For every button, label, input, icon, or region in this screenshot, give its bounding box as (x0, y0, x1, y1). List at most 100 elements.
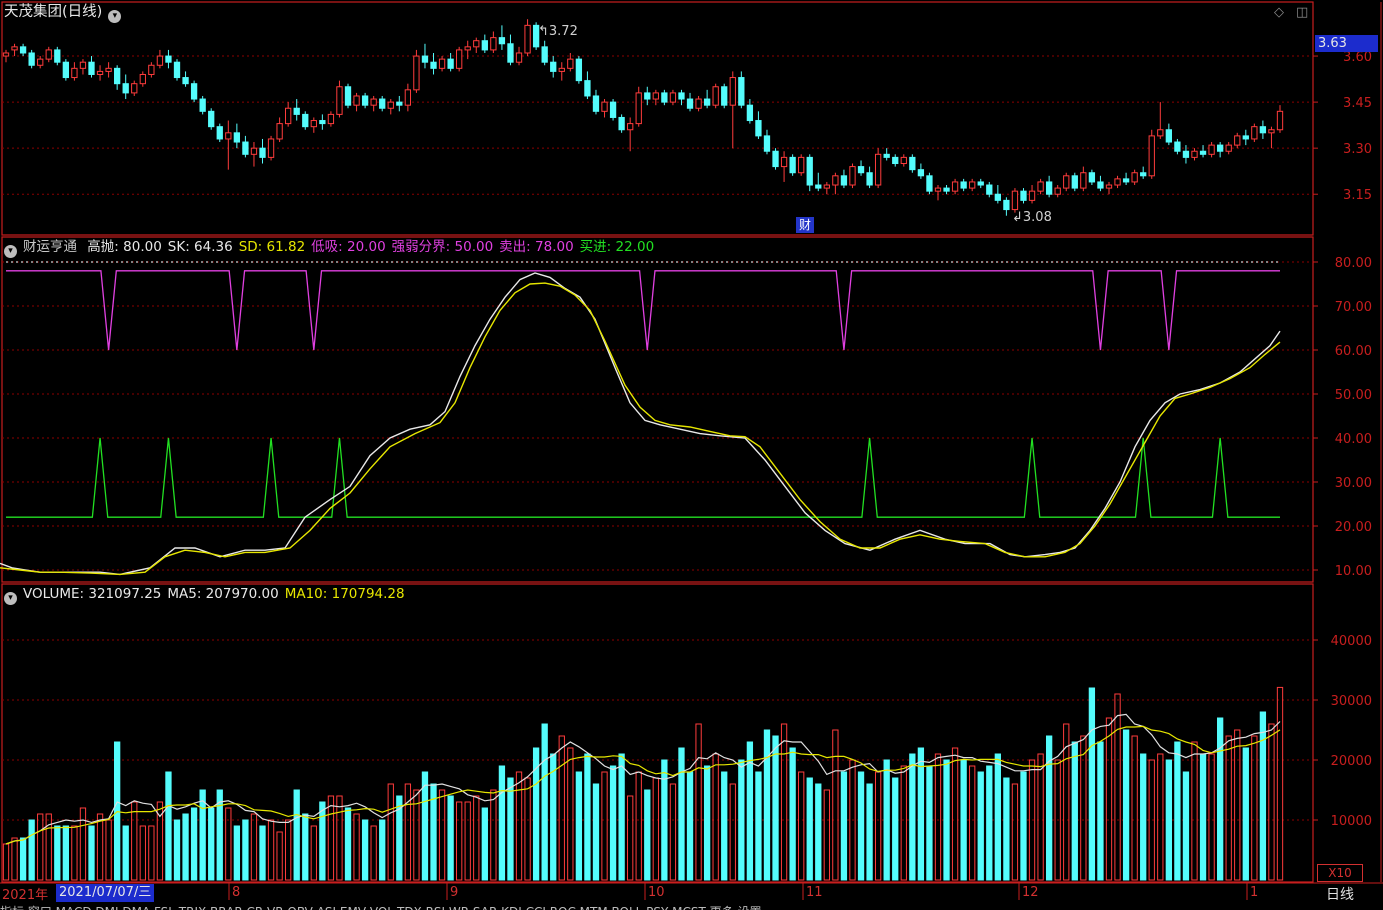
period-label[interactable]: 日线 (1326, 887, 1354, 903)
candle-body (1028, 190, 1036, 201)
candle-body (857, 166, 865, 174)
volume-bar (558, 735, 565, 881)
volume-bar (1140, 753, 1147, 881)
volume-bar (225, 807, 232, 881)
candle-body (798, 156, 805, 174)
panel-toggle-icon[interactable]: ◫ (1296, 5, 1309, 20)
volume-bar (507, 777, 514, 881)
volume-bar (823, 789, 830, 881)
candle-body (1191, 150, 1198, 158)
candle-body (370, 98, 377, 106)
candle-body (678, 92, 685, 100)
candle-body (780, 156, 788, 168)
volume-bar (550, 753, 557, 881)
volume-bar (430, 783, 437, 881)
indicator-tabs[interactable]: 指标 窗口 MACD DMI DMA FSL TRIX BRAR CR VR O… (0, 903, 1383, 910)
candle-body (1157, 129, 1164, 137)
candle-body (250, 147, 258, 155)
price-tick-label: 3.30 (1343, 142, 1372, 157)
series-sd (0, 282, 1281, 576)
volume-bar (524, 777, 531, 881)
candle-body (849, 166, 856, 186)
candle-body (652, 92, 659, 100)
volume-bar (122, 825, 129, 881)
volume-bar (438, 789, 446, 881)
high-annotation-value: 3.72 (548, 24, 578, 39)
volume-bar (293, 789, 300, 881)
diamond-icon[interactable]: ◇ (1274, 5, 1284, 20)
candle-body (96, 70, 104, 75)
volume-bar (276, 831, 283, 881)
volume-bar (2, 843, 10, 881)
header-value: MA10: 170794.28 (284, 586, 405, 602)
volume-bar (857, 771, 865, 881)
candle-body (216, 126, 223, 140)
volume-bar (1003, 777, 1010, 881)
candle-body (387, 101, 394, 109)
candle-body (575, 58, 583, 82)
candle-body (344, 86, 352, 106)
chevron-down-icon[interactable] (4, 592, 17, 605)
volume-bar (361, 819, 369, 881)
candle-body (926, 175, 933, 192)
header-value: SD: 61.82 (238, 239, 306, 255)
stock-title[interactable]: 天茂集团(日线) (4, 3, 127, 23)
candle-body (584, 80, 591, 97)
volume-bar (686, 771, 694, 881)
candle-body (379, 98, 386, 109)
chevron-down-icon[interactable] (108, 10, 122, 23)
volume-bar (763, 729, 771, 881)
price-tick-label: 3.45 (1343, 96, 1372, 111)
volume-bar (1020, 771, 1027, 881)
event-badge[interactable]: 财 (796, 217, 814, 233)
candle-body (302, 113, 309, 128)
candle-body (567, 58, 574, 69)
volume-bar (182, 813, 189, 881)
volume-bar (473, 795, 480, 881)
candle-body (763, 135, 771, 152)
candle-body (669, 92, 677, 103)
chevron-down-icon[interactable] (4, 245, 17, 258)
candle-body (994, 193, 1001, 201)
pane-border-0 (1, 1, 1314, 236)
candle-body (267, 138, 275, 158)
volume-bar (1080, 735, 1087, 881)
volume-bar (190, 807, 198, 881)
candle-body (447, 58, 454, 69)
volume-bar (1105, 717, 1113, 881)
volume-tick-label: 40000 (1331, 634, 1372, 649)
volume-bar (1216, 717, 1224, 881)
candle-body (1208, 144, 1215, 155)
candle-body (832, 175, 839, 186)
volume-bar (1088, 687, 1096, 881)
volume-bar (199, 789, 206, 881)
ma10-line (5, 725, 1281, 845)
volume-bar (883, 759, 890, 881)
candle-body (738, 77, 745, 106)
ma5-line (5, 713, 1281, 845)
candle-body (276, 123, 283, 140)
candle-body (79, 61, 87, 69)
header-value: 高抛: 80.00 (87, 239, 162, 255)
candle-body (986, 184, 993, 195)
candle-body (54, 49, 61, 63)
indicator-name[interactable]: 财运亨通 (23, 239, 77, 255)
candle-body (404, 89, 412, 106)
candle-body (1054, 187, 1061, 195)
indicator-tick-label: 10.00 (1335, 564, 1372, 579)
candle-body (413, 55, 420, 91)
volume-bar (806, 777, 813, 881)
volume-bar (840, 771, 848, 881)
volume-bar (79, 807, 87, 881)
candle-body (327, 113, 335, 125)
indicator-tick-label: 50.00 (1335, 388, 1372, 403)
volume-bar (652, 777, 659, 881)
volume-bar (575, 771, 583, 881)
candle-body (2, 52, 10, 57)
volume-bar (627, 795, 634, 881)
volume-bar (71, 825, 78, 881)
indicator-tick-label: 70.00 (1335, 300, 1372, 315)
volume-bar (1174, 741, 1181, 881)
volume-bar (156, 801, 164, 881)
volume-bar (1054, 759, 1061, 881)
